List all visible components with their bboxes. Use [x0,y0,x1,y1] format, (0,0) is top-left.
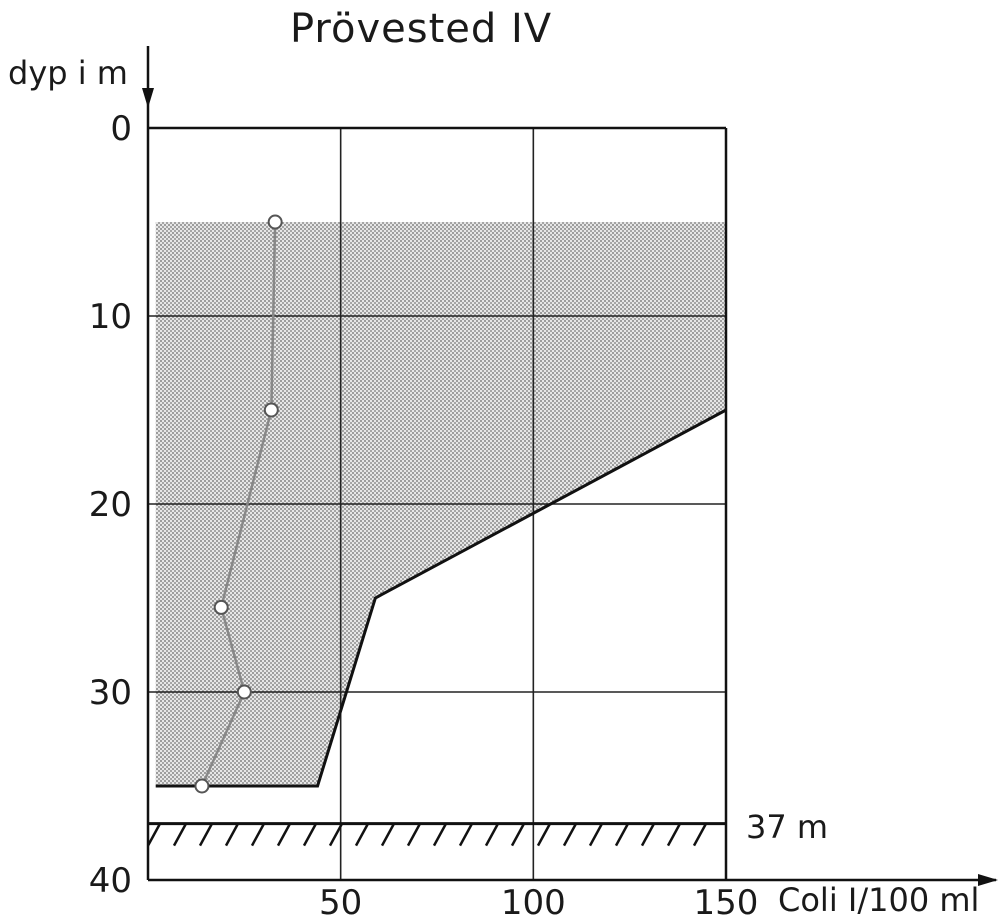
x-tick-label-150: 150 [694,883,759,923]
y-tick-label-30: 30 [89,673,132,713]
bottom-hatch [588,823,604,847]
y-axis-label: dyp i m [8,54,128,92]
bottom-hatch [640,823,656,847]
x-tick-label-50: 50 [319,883,362,923]
y-tick-label-0: 0 [110,109,132,149]
y-tick-label-10: 10 [89,297,132,337]
x-axis-label: Coli I/100 ml [778,881,979,919]
data-point-0-1 [263,402,279,418]
x-tick-label-100: 100 [501,883,566,923]
bottom-hatch [302,823,318,847]
bottom-hatch [146,823,162,847]
data-point-0-3 [236,684,252,700]
bottom-hatch [614,823,630,847]
bottom-hatch [458,823,474,847]
x-axis-arrow [978,874,998,886]
bottom-hatch [250,823,266,847]
bottom-hatch [692,823,708,847]
bottom-hatch [224,823,240,847]
bottom-hatch [432,823,448,847]
y-axis-arrow [142,88,154,108]
bottom-hatch [380,823,396,847]
bottom-hatch [536,823,552,847]
bottom-hatch [276,823,292,847]
y-tick-label-20: 20 [89,485,132,525]
chart-title: Prövested IV [290,6,552,52]
bottom-hatch [510,823,526,847]
bottom-depth-label: 37 m [746,808,828,846]
data-point-0-2 [213,599,229,615]
bottom-hatch [406,823,422,847]
bottom-hatch [666,823,682,847]
y-tick-label-40: 40 [89,861,132,901]
bottom-hatch [172,823,188,847]
bottom-hatch [484,823,500,847]
bottom-hatch [198,823,214,847]
region-boundary-line [155,408,727,788]
bottom-hatch [328,823,344,847]
data-point-0-0 [267,214,283,230]
bottom-hatch [354,823,370,847]
data-point-0-4 [194,778,210,794]
bottom-hatch [562,823,578,847]
